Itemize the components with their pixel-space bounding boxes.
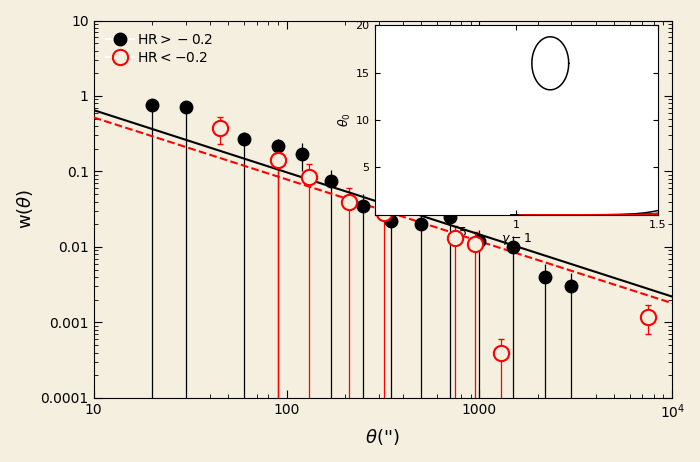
Legend: HR$>-$0.2, HR$<-$0.2: HR$>-$0.2, HR$<-$0.2	[101, 27, 218, 71]
Text: 5: 5	[458, 226, 467, 239]
X-axis label: $\theta$(''): $\theta$('')	[365, 427, 400, 447]
X-axis label: $\gamma-1$: $\gamma-1$	[500, 231, 532, 247]
Y-axis label: $\theta_0$: $\theta_0$	[337, 113, 353, 128]
Y-axis label: w($\theta$): w($\theta$)	[15, 189, 35, 229]
